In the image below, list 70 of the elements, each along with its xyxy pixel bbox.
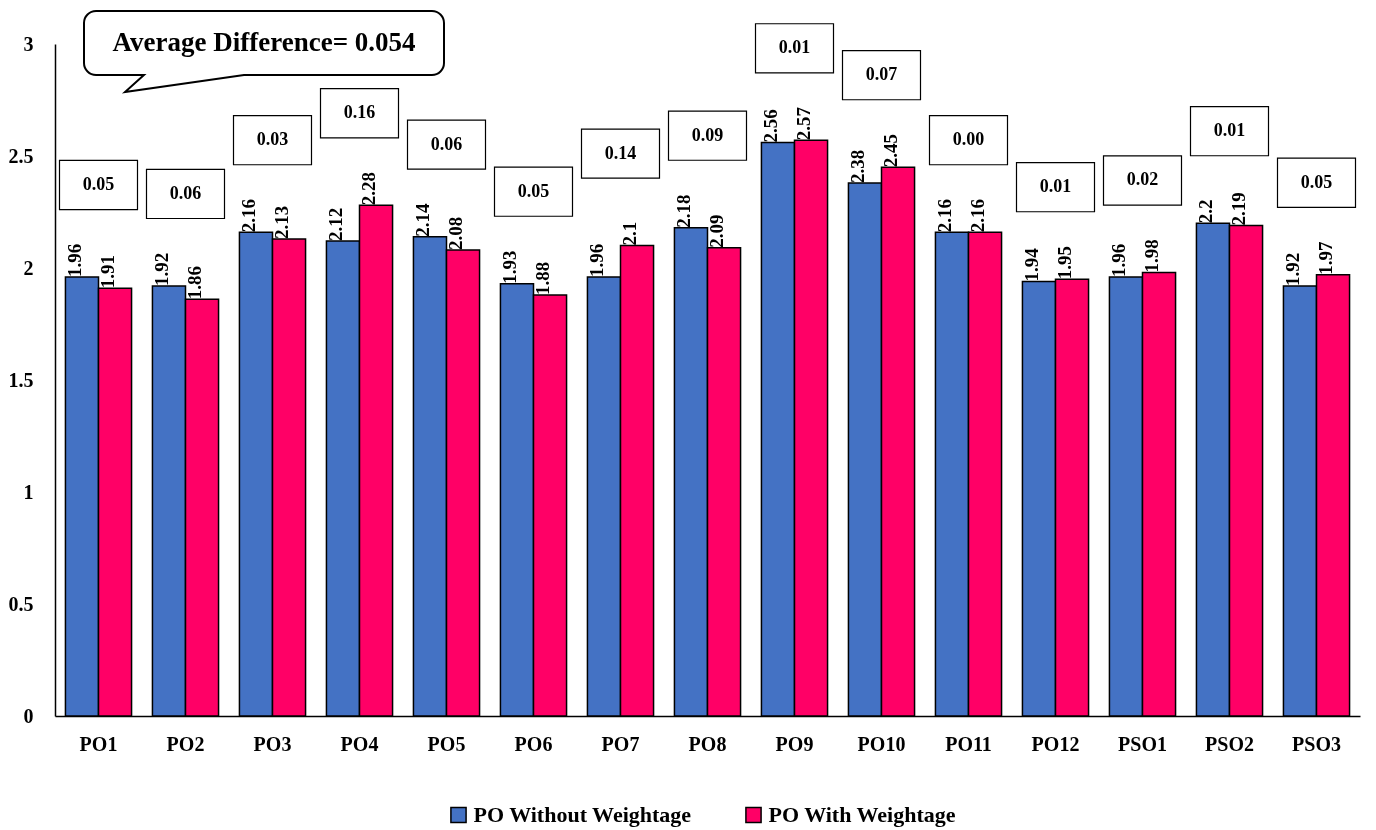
x-tick-label: PO7 (601, 732, 640, 755)
data-label: 2.38 (846, 149, 868, 183)
data-label: 1.96 (63, 243, 85, 277)
annotation: 0.09 (691, 124, 724, 145)
data-label: 2.18 (672, 194, 694, 228)
x-tick-label: PSO2 (1205, 732, 1254, 755)
y-tick-label: 3 (23, 32, 34, 55)
x-tick-label: PSO3 (1292, 732, 1341, 755)
data-label: 2.16 (237, 198, 259, 233)
data-label: 1.93 (498, 250, 520, 284)
data-label: 1.91 (97, 254, 119, 289)
annotation: 0.06 (430, 133, 463, 154)
annotation: 0.06 (169, 182, 202, 203)
data-label: 2.1 (619, 221, 641, 246)
x-tick-label: PO10 (857, 732, 906, 755)
y-tick-label: 2.5 (8, 144, 34, 167)
annotation: 0.01 (1213, 120, 1246, 141)
y-tick-label: 2 (23, 256, 34, 279)
data-label: 1.96 (1107, 243, 1129, 277)
annotation: 0.05 (82, 173, 115, 194)
annotation: 0.01 (778, 37, 811, 58)
annotation: 0.14 (604, 142, 637, 163)
annotation: Average Difference= 0.054 (112, 27, 416, 57)
data-label: 1.92 (150, 252, 172, 286)
data-label: 1.92 (1281, 252, 1303, 286)
y-tick-label: 0.5 (8, 592, 34, 615)
x-tick-label: PO5 (427, 732, 466, 755)
x-tick-label: PSO1 (1118, 732, 1167, 755)
data-label: 2.2 (1194, 199, 1216, 224)
annotation: 0.16 (343, 102, 376, 123)
data-label: 2.45 (880, 133, 902, 168)
x-tick-label: PO3 (253, 732, 292, 755)
y-tick-label: 1 (23, 480, 34, 503)
x-tick-label: PO4 (340, 732, 379, 755)
annotation: 0.00 (952, 129, 985, 150)
data-label: 1.95 (1054, 245, 1076, 280)
data-label: 2.56 (759, 109, 781, 143)
annotation: 0.02 (1126, 169, 1159, 190)
annotation: 0.05 (1300, 171, 1333, 192)
x-tick-label: PO1 (79, 732, 118, 755)
x-tick-label: PO12 (1031, 732, 1080, 755)
x-tick-label: PO8 (688, 732, 727, 755)
x-tick-label: PO9 (775, 732, 814, 755)
y-tick-label: 0 (23, 704, 34, 727)
data-label: 2.09 (706, 214, 728, 248)
data-label: 2.13 (271, 205, 293, 239)
x-tick-label: PO11 (945, 732, 992, 755)
x-tick-label: PO6 (514, 732, 553, 755)
data-label: 2.14 (411, 202, 433, 237)
annotation: 0.01 (1039, 176, 1072, 197)
annotation: 0.07 (865, 64, 898, 85)
data-label: 2.16 (967, 198, 989, 233)
annotation: 0.03 (256, 129, 289, 150)
legend-label: PO With Weightage (768, 802, 956, 827)
legend-label: PO Without Weightage (473, 802, 692, 827)
y-tick-label: 1.5 (8, 368, 34, 391)
data-label: 1.96 (585, 243, 607, 277)
data-label: 2.57 (793, 106, 815, 141)
data-label: 1.98 (1141, 239, 1163, 273)
x-tick-label: PO2 (166, 732, 205, 755)
data-label: 2.28 (358, 172, 380, 206)
data-label: 1.97 (1315, 240, 1337, 275)
data-label: 2.16 (933, 198, 955, 233)
data-label: 2.12 (324, 207, 346, 242)
annotation: 0.05 (517, 180, 550, 201)
data-label: 1.86 (184, 266, 206, 300)
data-label: 1.94 (1020, 247, 1042, 282)
data-label: 1.88 (532, 261, 554, 295)
data-label: 2.08 (445, 216, 467, 251)
data-label: 2.19 (1228, 192, 1250, 226)
